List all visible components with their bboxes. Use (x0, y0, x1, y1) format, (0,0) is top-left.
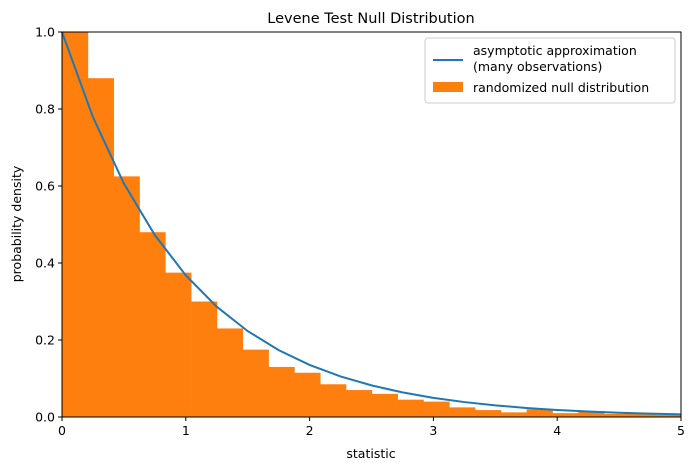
y-tick-label: 0.4 (35, 256, 55, 271)
x-tick-label: 2 (306, 423, 314, 438)
chart-title: Levene Test Null Distribution (267, 11, 474, 27)
histogram-bar (578, 411, 605, 417)
histogram-bar (552, 413, 579, 417)
histogram-bar (216, 328, 244, 417)
histogram-bar (268, 366, 295, 417)
histogram-bar (139, 232, 166, 417)
x-tick-label: 1 (182, 423, 190, 438)
histogram-bar (500, 412, 528, 417)
legend: asymptotic approximation (many observati… (424, 37, 676, 104)
y-tick-label: 1.0 (35, 25, 55, 40)
histogram-bar (345, 390, 373, 417)
histogram-bar (165, 272, 192, 417)
y-tick-label: 0.2 (35, 333, 55, 348)
legend-curve-label-line1: asymptotic approximation (473, 43, 637, 58)
y-tick-label: 0.8 (35, 102, 55, 117)
y-axis-ticks: 0.0 0.2 0.4 0.6 0.8 1.0 (35, 25, 62, 425)
histogram-bar (655, 414, 682, 417)
x-tick-label: 3 (429, 423, 437, 438)
histogram-bar (474, 410, 502, 417)
histogram-bar (62, 32, 89, 417)
x-tick-label: 4 (553, 423, 561, 438)
x-tick-label: 0 (58, 423, 66, 438)
x-tick-label: 5 (677, 423, 685, 438)
x-axis-ticks: 0 1 2 3 4 5 (58, 417, 685, 438)
y-tick-label: 0.6 (35, 179, 55, 194)
legend-frame (424, 37, 676, 104)
histogram-bar (191, 301, 218, 417)
x-axis-label: statistic (346, 446, 395, 461)
legend-curve-label-line2: (many observations) (473, 59, 602, 74)
histogram-bars (62, 32, 682, 417)
histogram-bar (113, 176, 140, 417)
y-tick-label: 0.0 (35, 410, 55, 425)
histogram-bar (320, 384, 347, 417)
histogram-bar (629, 413, 657, 417)
histogram-bar (526, 409, 553, 417)
histogram-bar (371, 393, 398, 417)
legend-bar-label: randomized null distribution (473, 80, 649, 95)
histogram-bar (87, 78, 115, 417)
histogram-bar (294, 372, 321, 417)
histogram-bar (397, 399, 424, 417)
legend-bar-swatch (433, 82, 463, 92)
y-axis-label: probability density (9, 165, 24, 282)
histogram-bar (449, 407, 476, 417)
histogram-bar (423, 401, 450, 417)
asymptotic-curve-line (61, 31, 682, 416)
plot-frame (61, 31, 682, 418)
histogram-bar (242, 349, 269, 417)
histogram-bar (604, 413, 631, 417)
